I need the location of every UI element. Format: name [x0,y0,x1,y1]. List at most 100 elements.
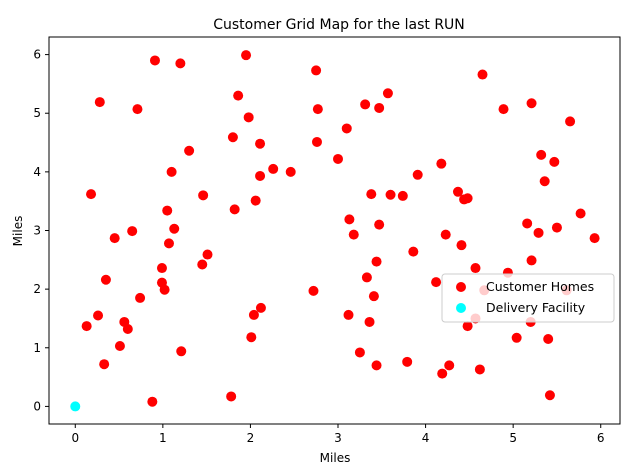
customer-homes-point [477,69,488,80]
customer-homes-point [311,136,322,147]
customer-homes-point [229,204,240,215]
customer-homes-point [437,368,448,379]
customer-homes-point [526,255,537,266]
customer-homes-point [109,233,120,244]
customer-homes-point [114,341,125,352]
legend-label-delivery-facility: Delivery Facility [486,300,586,315]
customer-homes-point [156,263,167,274]
customer-homes-point [93,310,104,321]
customer-homes-point [364,316,375,327]
customer-homes-point [311,65,322,76]
customer-homes-point [202,249,213,260]
customer-homes-point [285,166,296,177]
customer-homes-point [241,50,252,61]
customer-homes-point [100,274,111,285]
customer-homes-point [511,332,522,343]
customer-homes-point [526,98,537,109]
customer-homes-point [551,222,562,233]
customer-homes-point [198,190,209,201]
y-tick-label: 1 [33,341,41,355]
x-tick-label: 1 [159,431,167,445]
x-tick-label: 3 [334,431,342,445]
customer-homes-point [341,123,352,134]
customer-homes-point [255,138,266,149]
customer-homes-point [474,364,485,375]
y-tick-label: 3 [33,224,41,238]
customer-homes-point [308,285,319,296]
customer-homes-point [565,116,576,127]
customer-homes-point [452,186,463,197]
customer-homes-point [81,321,92,332]
customer-homes-point [462,193,473,204]
legend-box [441,273,615,323]
y-tick-label: 2 [33,282,41,296]
y-tick-label: 5 [33,106,41,120]
customer-homes-point [536,149,547,160]
x-axis-label: Miles [320,451,351,465]
customer-homes-point [226,391,237,402]
customer-homes-point [99,359,110,370]
customer-homes-point [374,102,385,113]
customer-homes-point [549,156,560,167]
customer-homes-point [243,112,254,123]
legend-label-customer-homes: Customer Homes [486,279,594,294]
customer-homes-point [412,169,423,180]
customer-homes-point [149,55,160,66]
customer-homes-point [268,163,279,174]
customer-homes-point [440,229,451,240]
customer-homes-point [147,396,158,407]
customer-homes-point [470,263,481,274]
customer-homes-point [246,332,257,343]
customer-homes-point [543,333,554,344]
customer-homes-point [397,190,408,201]
legend: Customer Homes Delivery Facility [441,273,615,323]
customer-homes-point [169,223,180,234]
customer-homes-point [522,218,533,229]
x-tick-label: 6 [597,431,605,445]
x-tick-label: 4 [422,431,430,445]
x-tick-label: 5 [509,431,517,445]
customer-homes-point [94,97,105,108]
y-axis-label: Miles [11,216,25,247]
chart-title: Customer Grid Map for the last RUN [213,17,465,33]
customer-homes-point [539,176,550,187]
customer-homes-point [86,189,97,200]
x-tick-label: 0 [71,431,79,445]
customer-homes-point [176,346,187,357]
y-tick-label: 0 [33,399,41,413]
y-tick-label: 6 [33,48,41,62]
x-axis: 0 1 2 3 4 5 6 [71,424,605,445]
customer-homes-point [544,390,555,401]
customer-homes-point [436,158,447,169]
customer-homes-point [402,356,413,367]
customer-homes-point [456,240,467,251]
customer-homes-point [382,88,393,99]
customer-homes-point [589,233,600,244]
customer-homes-point [233,90,244,101]
legend-marker-customer-homes [456,282,466,292]
customer-homes-point [197,259,208,270]
customer-homes-point [354,347,365,358]
customer-homes-point [333,153,344,164]
customer-homes-point [184,145,195,156]
customer-homes-point [159,284,170,295]
customer-homes-point [498,104,509,115]
customer-homes-point [360,99,371,110]
legend-marker-delivery-facility [456,303,466,313]
customer-homes-point [127,226,138,237]
y-tick-label: 4 [33,165,41,179]
customer-homes-point [368,291,379,302]
customer-homes-point [227,132,238,143]
customer-homes-point [348,229,359,240]
customer-homes-point [250,195,261,206]
customer-homes-point [255,302,266,313]
customer-homes-point [374,219,385,230]
customer-homes-point [462,321,473,332]
customer-homes-point [385,189,396,200]
customer-homes-point [135,292,146,303]
customer-homes-point [575,208,586,219]
x-tick-label: 2 [247,431,255,445]
data-marks [70,50,600,412]
